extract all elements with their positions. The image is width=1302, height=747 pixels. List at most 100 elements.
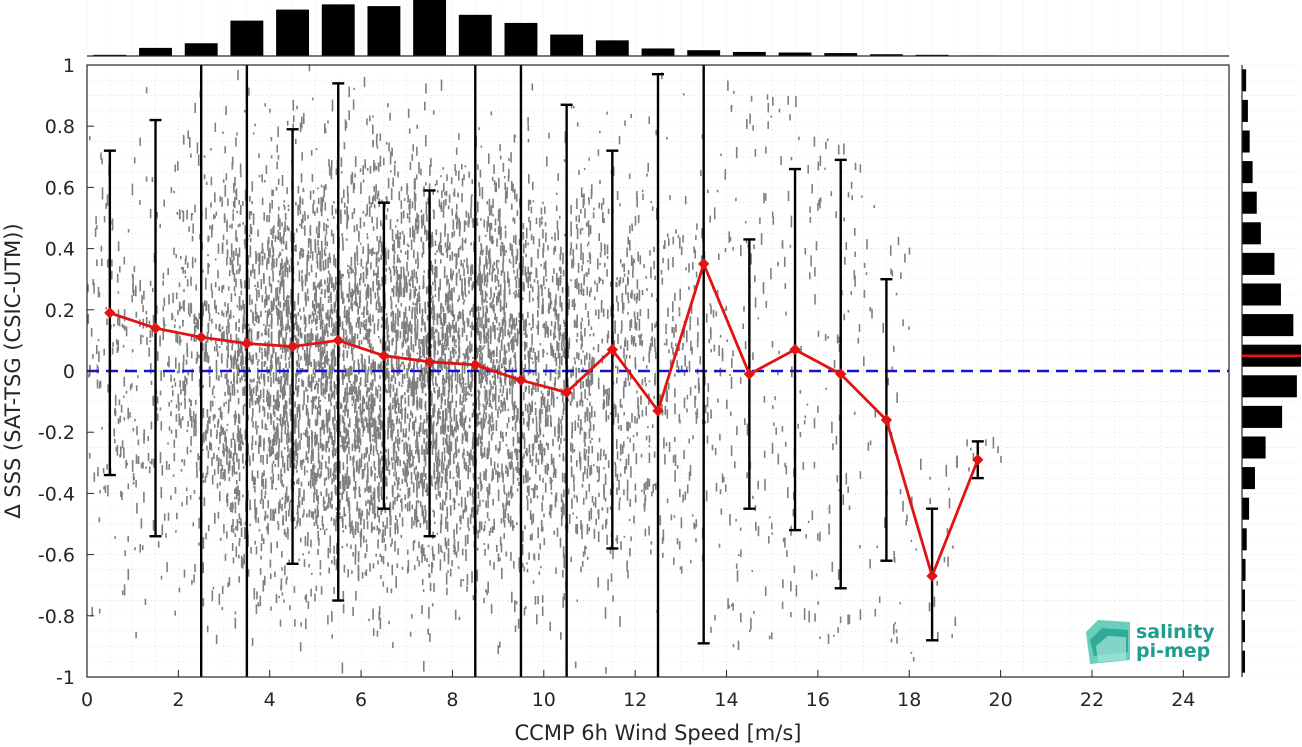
scatter-point — [232, 518, 234, 528]
scatter-point — [282, 286, 285, 289]
scatter-point — [181, 459, 183, 463]
scatter-point — [190, 276, 192, 286]
scatter-point — [435, 441, 438, 449]
scatter-point — [483, 422, 486, 428]
scatter-point — [433, 470, 436, 480]
scatter-point — [368, 416, 371, 426]
scatter-point — [294, 414, 296, 420]
scatter-point — [361, 468, 364, 480]
scatter-point — [372, 491, 375, 500]
scatter-point — [159, 390, 162, 396]
scatter-point — [238, 540, 241, 547]
scatter-point — [392, 485, 394, 495]
scatter-point — [423, 321, 426, 325]
scatter-point — [384, 372, 387, 381]
scatter-point — [443, 200, 445, 208]
scatter-point — [261, 475, 263, 487]
scatter-point — [279, 262, 282, 275]
scatter-point — [186, 348, 189, 358]
scatter-point — [187, 421, 189, 427]
scatter-point — [416, 216, 419, 223]
top-histogram-bar — [550, 34, 584, 56]
top-histogram-bar — [504, 22, 538, 56]
scatter-point — [340, 157, 343, 167]
scatter-point — [412, 384, 414, 396]
scatter-point — [320, 291, 323, 295]
scatter-point — [477, 305, 480, 312]
scatter-point — [431, 546, 434, 551]
scatter-point — [443, 447, 446, 455]
scatter-point — [127, 535, 129, 542]
scatter-point — [487, 450, 490, 456]
scatter-point — [226, 454, 228, 465]
scatter-point — [445, 190, 448, 197]
scatter-point — [136, 426, 138, 436]
scatter-point — [442, 322, 444, 329]
scatter-point — [355, 444, 358, 449]
scatter-point — [365, 261, 368, 266]
scatter-point — [439, 241, 441, 253]
scatter-point — [326, 277, 329, 284]
scatter-point — [436, 179, 438, 185]
scatter-point — [374, 192, 377, 202]
scatter-point — [327, 413, 329, 423]
scatter-point — [407, 452, 410, 459]
right-histogram-bar — [1242, 589, 1245, 612]
scatter-point — [326, 383, 328, 392]
scatter-point — [422, 589, 425, 592]
scatter-point — [492, 526, 494, 533]
scatter-point — [398, 494, 401, 497]
scatter-point — [325, 489, 328, 497]
scatter-point — [398, 236, 400, 244]
scatter-point — [430, 421, 432, 426]
scatter-point — [495, 444, 497, 451]
scatter-point — [190, 302, 192, 314]
scatter-point — [207, 355, 210, 364]
scatter-point — [372, 434, 374, 438]
scatter-point — [446, 294, 448, 303]
scatter-point — [385, 141, 388, 145]
top-histogram-bar — [367, 6, 401, 57]
scatter-point — [377, 309, 380, 313]
scatter-point — [221, 197, 223, 207]
scatter-point — [312, 313, 315, 322]
scatter-point — [331, 317, 333, 328]
scatter-point — [399, 459, 401, 464]
scatter-point — [472, 457, 474, 464]
scatter-point — [313, 471, 316, 482]
scatter-point — [319, 250, 321, 262]
scatter-point — [357, 309, 359, 313]
scatter-point — [194, 564, 196, 573]
scatter-point — [217, 351, 219, 357]
scatter-point — [202, 302, 204, 315]
scatter-point — [114, 408, 116, 416]
scatter-point — [244, 521, 247, 526]
scatter-point — [173, 377, 176, 382]
scatter-point — [359, 518, 362, 525]
scatter-point — [401, 517, 404, 527]
scatter-point — [497, 489, 500, 501]
scatter-point — [446, 587, 448, 596]
scatter-point — [284, 350, 286, 353]
scatter-point — [372, 379, 374, 387]
scatter-point — [413, 387, 415, 397]
scatter-point — [319, 528, 322, 531]
scatter-point — [318, 399, 320, 408]
scatter-point — [300, 173, 303, 183]
scatter-point — [434, 481, 437, 490]
scatter-point — [421, 219, 423, 229]
scatter-point — [492, 498, 494, 506]
scatter-point — [367, 284, 369, 288]
scatter-point — [236, 269, 238, 275]
scatter-point — [253, 485, 255, 489]
scatter-point — [409, 356, 411, 367]
scatter-point — [315, 380, 318, 386]
scatter-point — [373, 162, 376, 171]
scatter-point — [456, 421, 458, 429]
scatter-point — [131, 460, 134, 472]
scatter-point — [228, 477, 231, 482]
scatter-point — [347, 367, 350, 379]
scatter-point — [252, 132, 255, 135]
scatter-point — [481, 428, 483, 440]
scatter-point — [455, 480, 457, 487]
